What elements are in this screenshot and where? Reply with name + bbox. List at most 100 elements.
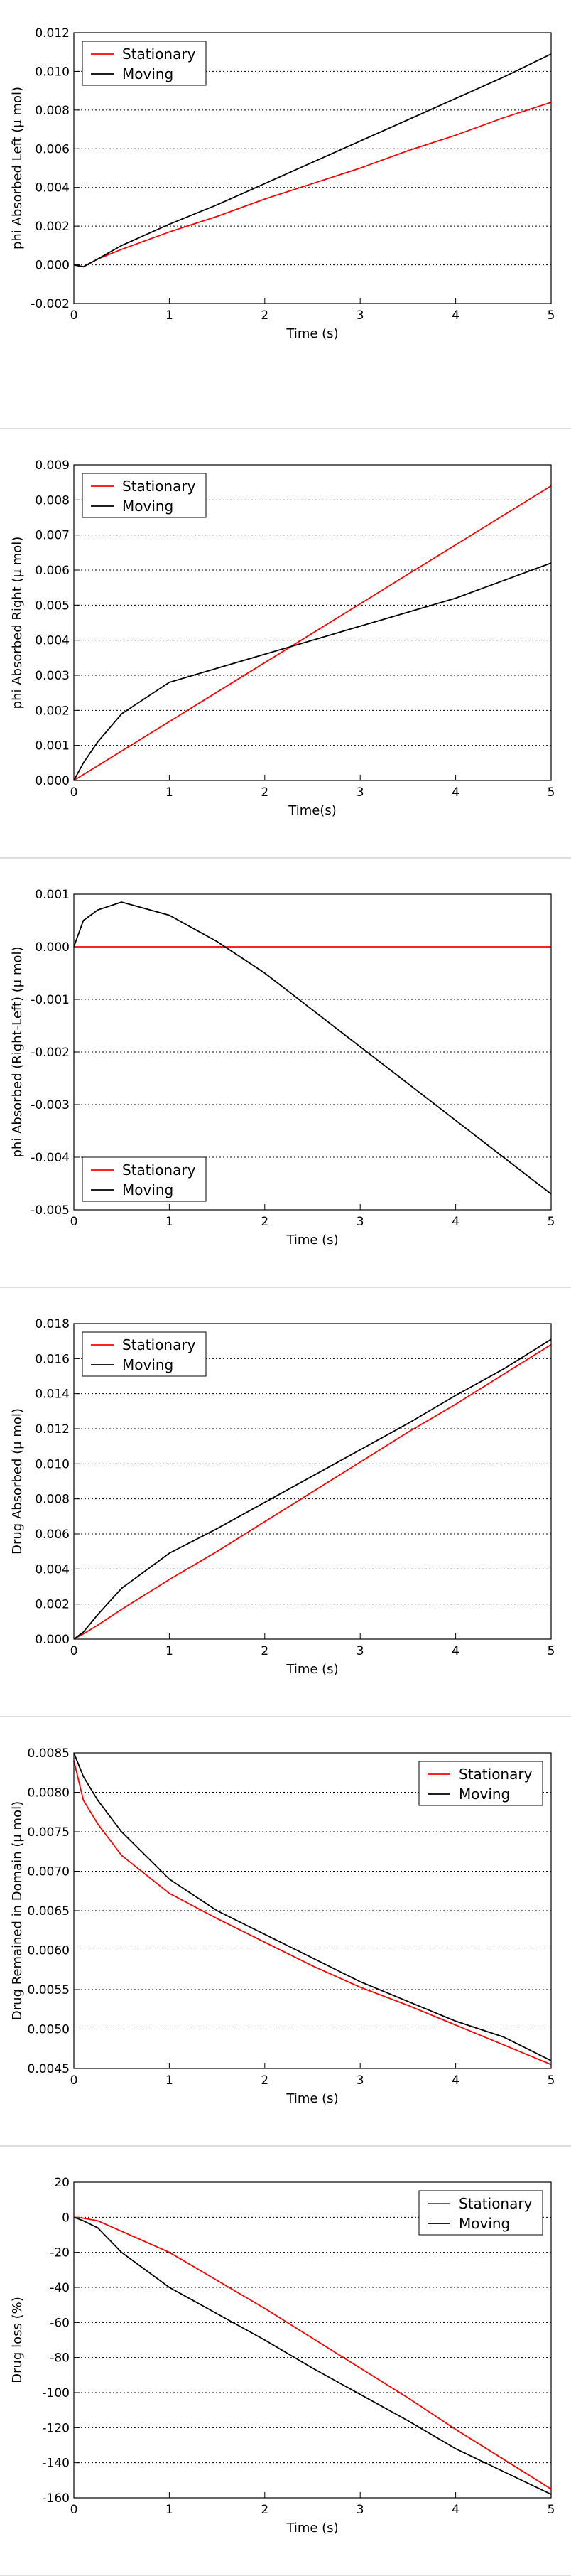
x-tick-label: 1	[165, 2503, 173, 2517]
x-tick-label: 5	[548, 2073, 555, 2088]
x-tick-label: 1	[165, 2073, 173, 2088]
x-tick-label: 4	[452, 308, 459, 323]
y-tick-label: 0.008	[35, 1493, 70, 1507]
x-tick-label: 4	[452, 1215, 459, 1229]
y-axis-label: Drug loss (%)	[10, 2297, 25, 2383]
y-tick-label: 0.009	[35, 458, 70, 473]
y-tick-label: 0.0085	[28, 1746, 70, 1761]
y-tick-label: -0.003	[31, 1098, 70, 1112]
y-tick-label: 0.0060	[28, 1944, 70, 1958]
plot-frame	[73, 893, 552, 1211]
series-line	[73, 53, 552, 268]
legend-box	[82, 1156, 207, 1202]
series-line	[73, 562, 552, 781]
x-tick-label: 3	[357, 2073, 364, 2088]
x-tick-label: 5	[548, 785, 555, 800]
x-tick-label: 3	[357, 2503, 364, 2517]
y-tick-label: 0.006	[35, 142, 70, 156]
x-tick-label: 0	[70, 1644, 78, 1658]
x-tick-label: 4	[452, 2073, 459, 2088]
y-tick-label: 0	[62, 2211, 70, 2225]
x-tick-label: 0	[70, 1215, 78, 1229]
y-tick-label: -0.004	[31, 1151, 70, 1165]
legend-box	[82, 41, 207, 86]
legend-label: Stationary	[122, 1161, 196, 1179]
x-tick-label: 1	[165, 308, 173, 323]
x-tick-label: 0	[70, 785, 78, 800]
x-tick-label: 5	[548, 2503, 555, 2517]
y-axis-label: phi Absorbed Right (μ mol)	[10, 537, 25, 709]
y-tick-label: 0.012	[35, 1422, 70, 1437]
x-tick-label: 2	[261, 1644, 268, 1658]
x-axis-label: Time (s)	[286, 2091, 338, 2106]
plot-frame	[73, 32, 552, 304]
y-tick-label: 0.0055	[28, 1983, 70, 1997]
x-tick-label: 2	[261, 308, 268, 323]
x-tick-label: 1	[165, 1215, 173, 1229]
chart: 0.000 0.001 0.002 0.003 0.004 0.005 0.006 0.007…	[0, 458, 571, 859]
x-tick-label: 2	[261, 1215, 268, 1229]
legend-label: Moving	[459, 2215, 510, 2232]
series-line	[73, 102, 552, 268]
plot-frame	[73, 2181, 552, 2499]
plot-frame	[73, 1323, 552, 1640]
x-tick-label: 0	[70, 2073, 78, 2088]
y-tick-label: -20	[50, 2246, 70, 2260]
y-tick-label: 0.000	[35, 940, 70, 955]
chart: 0.000 0.002 0.004 0.006 0.008 0.010 0.012 0.014…	[0, 1317, 571, 1717]
y-tick-label: 0.001	[35, 888, 70, 902]
y-tick-label: -100	[42, 2386, 70, 2400]
plot-frame	[73, 1752, 552, 2069]
legend-box	[418, 2190, 543, 2236]
y-tick-label: 0.0080	[28, 1786, 70, 1800]
y-tick-label: 0.004	[35, 181, 70, 195]
y-axis-label: phi Absorbed Left (μ mol)	[10, 87, 25, 249]
legend-box	[82, 1331, 207, 1377]
x-axis-label: Time (s)	[286, 1233, 338, 1247]
chart: -0.002 0.000 0.002 0.004 0.006 0.008 0.010 0.01…	[0, 26, 571, 429]
x-tick-label: 3	[357, 1644, 364, 1658]
x-tick-label: 4	[452, 2503, 459, 2517]
y-tick-label: -60	[50, 2316, 70, 2330]
y-tick-label: -40	[50, 2281, 70, 2295]
y-tick-label: 0.005	[35, 599, 70, 613]
legend-label: Moving	[122, 1356, 173, 1373]
y-tick-label: -0.005	[31, 1203, 70, 1218]
y-tick-label: 0.006	[35, 564, 70, 578]
x-tick-label: 5	[548, 1215, 555, 1229]
x-axis-label: Time (s)	[286, 2521, 338, 2535]
y-tick-label: 0.000	[35, 1633, 70, 1647]
legend-label: Moving	[122, 65, 173, 82]
legend-box	[418, 1761, 543, 1806]
y-tick-label: 0.0050	[28, 2023, 70, 2037]
x-axis-label: Time (s)	[286, 326, 338, 341]
x-axis-label: Time(s)	[288, 803, 336, 818]
y-tick-label: -120	[42, 2421, 70, 2435]
x-tick-label: 4	[452, 785, 459, 800]
legend-label: Stationary	[122, 45, 196, 63]
series-line	[73, 1343, 552, 1640]
x-tick-label: 1	[165, 785, 173, 800]
y-tick-label: -140	[42, 2457, 70, 2471]
y-tick-label: 0.0045	[28, 2062, 70, 2076]
y-tick-label: 0.000	[35, 774, 70, 788]
y-tick-label: 0.014	[35, 1388, 70, 1402]
y-tick-label: 0.0075	[28, 1825, 70, 1840]
legend-label: Stationary	[122, 478, 196, 495]
x-tick-label: 0	[70, 2503, 78, 2517]
y-tick-label: 0.001	[35, 739, 70, 753]
x-tick-label: 2	[261, 2073, 268, 2088]
legend-label: Stationary	[459, 1766, 533, 1783]
x-tick-label: 2	[261, 2503, 268, 2517]
y-tick-label: 0.000	[35, 259, 70, 273]
x-tick-label: 3	[357, 1215, 364, 1229]
y-tick-label: 0.002	[35, 220, 70, 234]
x-tick-label: 3	[357, 785, 364, 800]
y-tick-label: 0.008	[35, 493, 70, 508]
y-tick-label: 0.0065	[28, 1904, 70, 1918]
y-tick-label: 0.002	[35, 704, 70, 718]
x-tick-label: 4	[452, 1644, 459, 1658]
y-tick-label: 0.004	[35, 1562, 70, 1577]
